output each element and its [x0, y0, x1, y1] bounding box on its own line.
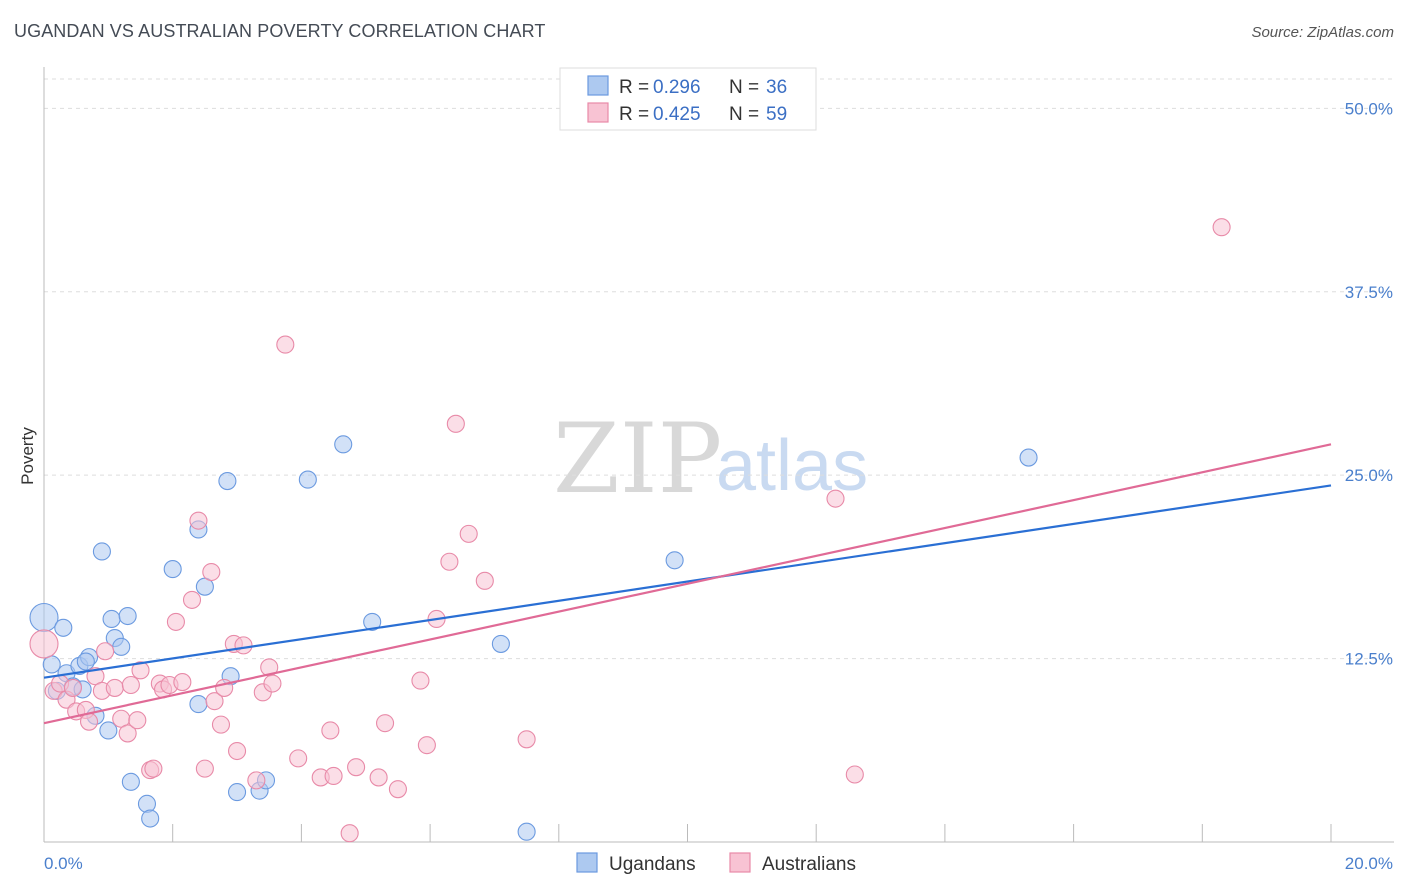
ugandan-point — [363, 612, 382, 631]
ugandan-point — [121, 772, 140, 791]
australian-point — [105, 678, 124, 697]
australian-point — [475, 571, 494, 590]
bottom-legend-swatch-australians — [729, 852, 751, 873]
ugandan-point — [298, 470, 317, 489]
australian-point — [121, 675, 140, 695]
australian-point — [845, 765, 864, 784]
australian-point — [189, 511, 208, 530]
ugandan-point — [491, 634, 510, 653]
ugandans-trend-line — [43, 484, 1332, 679]
australian-point — [369, 768, 388, 787]
australian-point — [446, 414, 465, 433]
y-tick-label: 25.0% — [1345, 466, 1393, 485]
ugandan-point — [76, 652, 95, 671]
y-tick-labels: 12.5% 25.0% 37.5% 50.0% — [1345, 99, 1393, 668]
ugandan-point — [42, 655, 61, 674]
ugandan-point — [1019, 448, 1038, 467]
ugandan-point — [141, 809, 160, 828]
australian-point — [289, 749, 308, 768]
ugandans-series — [29, 435, 1038, 841]
bottom-legend-ugandans: Ugandans — [609, 854, 696, 875]
ugandan-point — [163, 560, 182, 579]
bottom-legend: Ugandans Australians — [576, 852, 856, 875]
australian-point — [195, 759, 214, 778]
ugandan-point — [54, 618, 73, 637]
australian-point — [417, 736, 436, 755]
australian-point — [144, 759, 163, 778]
ugandan-point — [517, 822, 536, 841]
australian-point — [166, 612, 185, 631]
australian-point — [202, 562, 221, 582]
legend-ugandans-n-label: N = — [729, 77, 759, 98]
australian-point — [340, 824, 359, 843]
ugandan-point — [29, 602, 59, 633]
trend-lines — [43, 443, 1332, 725]
y-axis-label: Poverty — [18, 427, 37, 485]
ugandan-point — [118, 606, 137, 626]
watermark-atlas: atlas — [716, 426, 868, 506]
australian-point — [96, 642, 115, 661]
australian-point — [1212, 218, 1231, 237]
ugandan-point — [665, 551, 684, 570]
legend-swatch-ugandans — [587, 75, 609, 96]
australian-point — [247, 771, 266, 790]
australian-point — [205, 692, 224, 711]
australian-point — [459, 524, 478, 543]
australian-point — [826, 489, 845, 508]
legend-swatch-australians — [587, 102, 609, 123]
australian-point — [63, 678, 83, 697]
australians-series — [29, 218, 1231, 843]
y-tick-label: 12.5% — [1345, 650, 1393, 669]
legend-australians-n-value: 59 — [766, 104, 787, 125]
ugandan-point — [99, 721, 118, 740]
australians-trend-line — [43, 443, 1332, 725]
ugandan-point — [102, 609, 121, 629]
australian-point — [234, 636, 253, 655]
australian-point — [118, 724, 137, 743]
ugandan-point — [218, 471, 237, 491]
australian-point — [440, 552, 459, 571]
australian-point — [517, 730, 536, 749]
legend-ugandans-n-value: 36 — [766, 77, 787, 98]
bottom-legend-swatch-ugandans — [576, 852, 598, 873]
ugandan-point — [92, 542, 111, 561]
legend-australians-n-label: N = — [729, 104, 759, 125]
y-tick-label: 37.5% — [1345, 283, 1393, 302]
watermark-zip: ZIP — [553, 403, 722, 515]
legend-australians-r-value: 0.425 — [653, 104, 701, 125]
australian-point — [29, 629, 59, 659]
australian-point — [263, 674, 282, 693]
australian-point — [228, 741, 247, 761]
australian-point — [324, 766, 343, 786]
x-tick-label-max: 20.0% — [1345, 854, 1393, 873]
ugandan-point — [137, 794, 157, 813]
australian-point — [173, 673, 192, 692]
chart-title: UGANDAN VS AUSTRALIAN POVERTY CORRELATIO… — [14, 21, 546, 41]
australian-point — [182, 590, 202, 609]
legend: R = 0.296 N = 36 R = 0.425 N = 59 — [559, 67, 817, 131]
australian-point — [347, 758, 366, 777]
ugandan-point — [334, 435, 353, 454]
ugandan-point — [189, 695, 208, 714]
legend-australians-r-label: R = — [619, 104, 649, 125]
australian-point — [276, 335, 295, 354]
australian-point — [411, 671, 430, 690]
australian-point — [128, 711, 147, 730]
bottom-legend-australians: Australians — [762, 854, 856, 875]
source-label: Source: ZipAtlas.com — [1251, 24, 1394, 41]
ugandan-point — [228, 783, 247, 802]
australian-point — [321, 721, 340, 740]
ugandan-point — [112, 637, 131, 656]
x-tick-label-min: 0.0% — [44, 854, 83, 873]
australian-point — [131, 661, 150, 680]
axes — [43, 67, 1394, 843]
australian-point — [376, 714, 395, 733]
australian-point — [211, 715, 231, 734]
y-tick-label: 50.0% — [1345, 99, 1393, 118]
grid-lines — [44, 78, 1394, 660]
legend-ugandans-r-label: R = — [619, 77, 649, 98]
legend-ugandans-r-value: 0.296 — [653, 77, 701, 98]
australian-point — [388, 780, 407, 799]
